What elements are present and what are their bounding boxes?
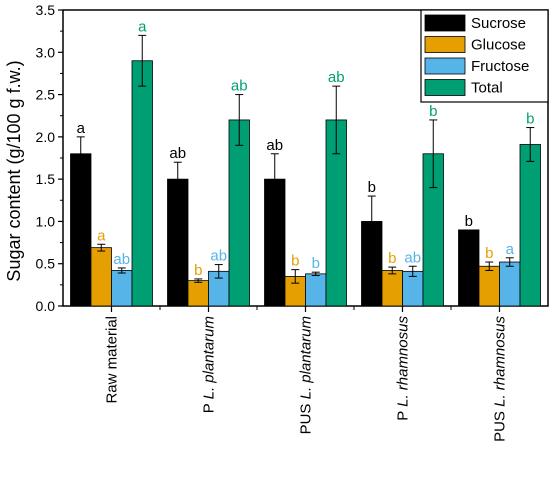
significance-label: b bbox=[429, 103, 437, 120]
error-bars-layer bbox=[76, 34, 535, 284]
y-tick-label: 3.5 bbox=[36, 2, 56, 18]
significance-label: b bbox=[485, 245, 493, 262]
bar-glucose bbox=[187, 280, 209, 307]
x-category-label: P L. rhamnosus bbox=[395, 316, 412, 421]
significance-label: b bbox=[388, 250, 396, 267]
bar-sucrose bbox=[167, 178, 189, 307]
bar-sucrose bbox=[458, 229, 480, 307]
category-prefix: PUS bbox=[492, 407, 509, 442]
significance-label: a bbox=[77, 120, 86, 137]
y-tick-label: 2.5 bbox=[36, 87, 56, 103]
y-tick-label: 0.0 bbox=[36, 298, 56, 314]
category-prefix: P bbox=[201, 399, 218, 413]
significance-label: a bbox=[506, 241, 515, 258]
significance-label: ab bbox=[210, 248, 227, 265]
bar-glucose bbox=[381, 270, 403, 307]
x-category-label: Raw material bbox=[104, 316, 121, 404]
y-axis-title: Sugar content (g/100 g f.w.) bbox=[4, 60, 24, 281]
significance-label: b bbox=[526, 111, 534, 128]
y-tick-label: 3.0 bbox=[36, 44, 56, 60]
category-species: L. rhamnosus bbox=[395, 316, 412, 407]
x-category-label: P L. plantarum bbox=[201, 316, 218, 413]
significance-label: b bbox=[291, 253, 299, 270]
significance-label: ab bbox=[113, 251, 130, 268]
legend-swatch-total bbox=[424, 79, 466, 96]
bar-total bbox=[131, 60, 153, 307]
x-category-label: PUS L. rhamnosus bbox=[492, 316, 509, 442]
bars-layer bbox=[70, 60, 541, 307]
legend: Sucrose Glucose Fructose Total bbox=[420, 9, 549, 103]
significance-label: ab bbox=[231, 78, 248, 95]
category-species: L. plantarum bbox=[298, 316, 315, 399]
significance-label: ab bbox=[404, 249, 421, 266]
legend-swatch-fructose bbox=[424, 57, 466, 75]
significance-label: b bbox=[465, 213, 473, 230]
category-species: L. rhamnosus bbox=[492, 316, 509, 407]
category-species: L. plantarum bbox=[201, 316, 218, 399]
significance-label: b bbox=[194, 262, 202, 279]
significance-label: a bbox=[138, 18, 147, 35]
bar-total bbox=[228, 119, 250, 307]
significance-label: ab bbox=[328, 69, 345, 86]
significance-label: ab bbox=[169, 145, 186, 162]
significance-label: b bbox=[312, 255, 320, 272]
bar-glucose bbox=[478, 265, 500, 307]
legend-swatch-glucose bbox=[424, 36, 466, 53]
legend-label-fructose: Fructose bbox=[471, 58, 529, 75]
bar-total bbox=[519, 144, 541, 307]
bar-fructose bbox=[305, 273, 327, 307]
bar-fructose bbox=[111, 270, 133, 307]
y-tick-label: 1.0 bbox=[36, 213, 56, 229]
y-tick-label: 0.5 bbox=[36, 256, 56, 272]
category-prefix: P bbox=[395, 407, 412, 421]
y-tick-label: 2.0 bbox=[36, 129, 56, 145]
bar-sucrose bbox=[70, 153, 92, 307]
significance-label: ab bbox=[266, 137, 283, 154]
legend-label-sucrose: Sucrose bbox=[471, 15, 526, 32]
significance-label: b bbox=[368, 179, 376, 196]
legend-label-total: Total bbox=[471, 80, 503, 97]
x-category-label: PUS L. plantarum bbox=[298, 316, 315, 434]
y-tick-label: 1.5 bbox=[36, 171, 56, 187]
legend-label-glucose: Glucose bbox=[471, 37, 526, 54]
category-prefix: PUS bbox=[298, 399, 315, 434]
legend-swatch-sucrose bbox=[424, 14, 466, 32]
bar-fructose bbox=[499, 261, 521, 307]
axes-layer: 0.0 0.5 1.0 1.5 2.0 2.5 3.0 3.5 Raw material P L.… bbox=[36, 2, 509, 442]
category-prefix: Raw material bbox=[104, 316, 121, 404]
bar-glucose bbox=[90, 247, 112, 307]
significance-label: a bbox=[97, 227, 106, 244]
